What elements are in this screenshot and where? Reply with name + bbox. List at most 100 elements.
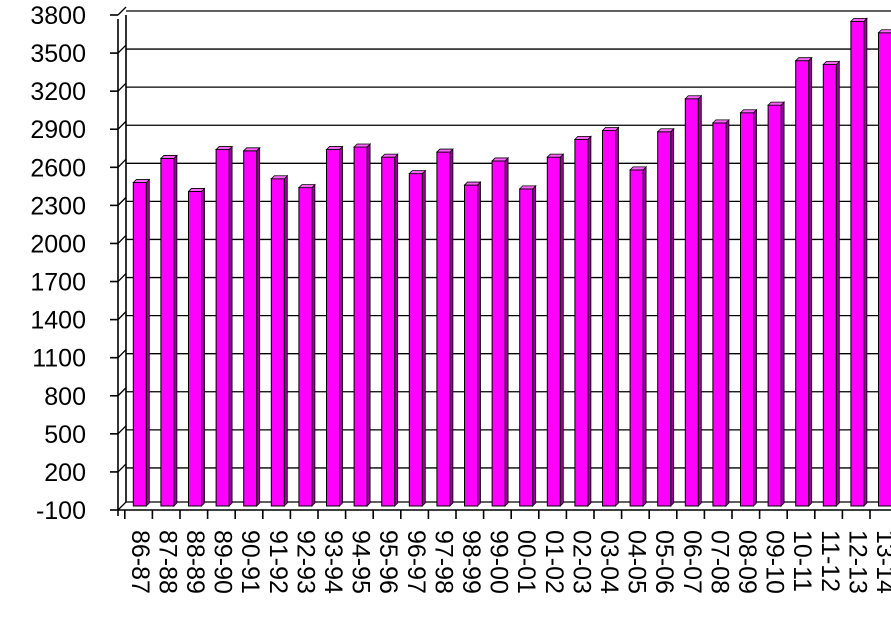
bar-front — [684, 98, 699, 507]
x-tick-label: 89-90 — [209, 530, 237, 594]
x-tick-label: 91-92 — [264, 530, 292, 594]
bar-01-02 — [546, 153, 565, 507]
bar-top — [187, 188, 206, 192]
bar-89-90 — [215, 145, 234, 507]
bar-front — [574, 138, 589, 507]
bar-top — [297, 184, 316, 189]
bar-top — [518, 185, 537, 190]
bar-top — [573, 135, 592, 140]
bar-10-11 — [794, 56, 813, 507]
y-axis: -100 200 500 800 1100 1400 1700 2000 2300 2600 290… — [30, 2, 118, 525]
bar-front — [132, 182, 147, 507]
x-tick-label: 06-07 — [678, 530, 706, 594]
bar-12-13 — [849, 17, 868, 507]
x-tick-label: 08-09 — [733, 530, 761, 594]
gridline-depth — [117, 82, 127, 92]
bar-97-98 — [435, 148, 454, 507]
bar-top — [325, 146, 344, 150]
x-tick-label: 87-88 — [153, 530, 181, 594]
y-tick-label: 2900 — [30, 116, 86, 144]
bar-front — [740, 112, 754, 507]
y-tick-label: 2000 — [30, 230, 86, 258]
y-tick-label: -100 — [36, 497, 86, 525]
x-tick-label: 04-05 — [623, 530, 651, 594]
x-tick-label: 00-01 — [512, 530, 540, 594]
bar-front — [436, 151, 451, 507]
gridline-depth — [117, 311, 127, 321]
bar-02-03 — [573, 135, 592, 507]
y-tick-label: 3800 — [30, 2, 86, 30]
x-tick-label: 07-08 — [705, 530, 733, 594]
y-tick-label: 200 — [44, 459, 86, 487]
bar-front — [464, 184, 478, 507]
x-tick-label: 90-91 — [236, 530, 264, 594]
bar-top — [408, 170, 427, 175]
bar-top — [546, 153, 565, 158]
gridline-depth — [117, 273, 127, 282]
bar-08-09 — [739, 108, 758, 507]
x-axis: 86-87 87-88 88-89 89-90 90-91 91-92 92-93 93-94… — [124, 510, 891, 594]
x-tick-label: 09-10 — [761, 530, 789, 594]
bar-top — [270, 175, 289, 180]
bar-front — [712, 122, 727, 507]
bar-top — [849, 17, 868, 22]
bar-front — [629, 169, 644, 507]
y-tick-label: 1400 — [30, 307, 86, 335]
bar-00-01 — [518, 184, 537, 507]
gridline-depth — [117, 463, 127, 473]
bar-95-96 — [380, 153, 399, 507]
bar-front — [850, 20, 865, 507]
bar-front — [519, 188, 534, 507]
bar-front — [160, 157, 175, 507]
x-tick-label: 98-99 — [457, 530, 485, 594]
x-tick-label: 13-14 — [871, 530, 891, 594]
bar-front — [326, 149, 340, 507]
bar-front — [878, 32, 891, 507]
bar-top — [877, 29, 891, 34]
y-tick-label: 3500 — [30, 40, 86, 68]
y-tick-label: 2300 — [30, 192, 86, 220]
bar-front — [795, 60, 810, 507]
bar-09-10 — [767, 101, 786, 507]
bar-86-87 — [132, 178, 151, 507]
bar-06-07 — [684, 94, 703, 507]
bar-front — [767, 104, 782, 507]
y-tick-label: 2600 — [30, 154, 86, 182]
gridline-depth — [117, 349, 127, 359]
bar-top — [380, 153, 399, 158]
bar-front — [657, 131, 672, 507]
gridline-depth — [117, 44, 127, 54]
x-tick-label: 03-04 — [595, 530, 623, 594]
bar-92-93 — [297, 183, 316, 507]
y-tick-label: 1700 — [30, 269, 86, 297]
x-tick-label: 05-06 — [650, 530, 678, 594]
bar-front — [215, 149, 230, 507]
gridline-depth — [117, 120, 127, 130]
y-tick-label: 3200 — [30, 78, 86, 106]
bar-top — [242, 147, 261, 152]
x-tick-label: 86-87 — [126, 530, 154, 594]
bar-04-05 — [629, 165, 648, 507]
x-tick-label: 92-93 — [291, 530, 319, 594]
x-tick-label: 11-12 — [816, 530, 844, 592]
x-tick-label: 99-00 — [485, 530, 513, 594]
bars — [132, 17, 891, 507]
bar-93-94 — [325, 145, 344, 507]
bar-top — [822, 61, 841, 65]
bar-88-89 — [187, 187, 206, 507]
bar-13-14 — [877, 29, 891, 507]
bar-11-12 — [822, 60, 841, 507]
bar-front — [298, 187, 313, 507]
bar-top — [463, 181, 482, 186]
bar-91-92 — [270, 174, 289, 507]
bar-top — [656, 128, 675, 133]
bar-top — [711, 119, 730, 124]
x-tick-label: 02-03 — [567, 530, 595, 594]
bar-front — [381, 156, 396, 507]
y-tick-label: 800 — [44, 383, 86, 411]
bar-front — [491, 160, 506, 507]
x-tick-label: 01-02 — [540, 530, 568, 594]
gridline-depth — [117, 158, 127, 168]
x-tick-label: 12-13 — [843, 530, 871, 594]
